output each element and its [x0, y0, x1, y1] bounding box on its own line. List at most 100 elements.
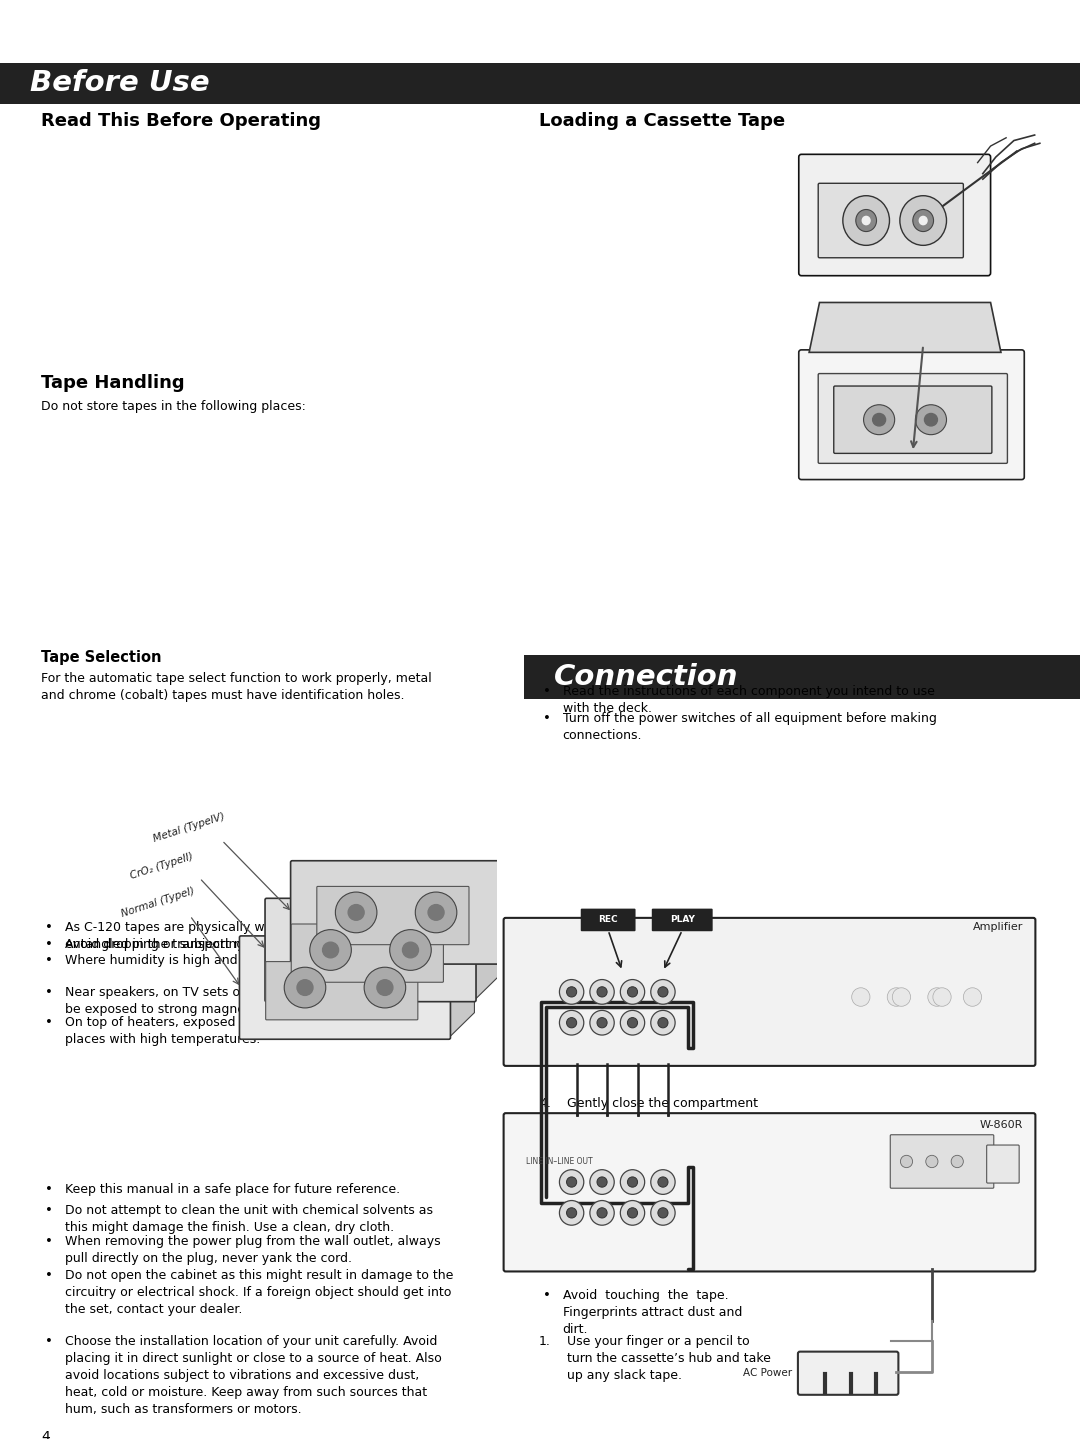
Text: Avoid  touching  the  tape.
Fingerprints attract dust and
dirt.: Avoid touching the tape. Fingerprints at… [563, 1289, 742, 1337]
Text: 1.: 1. [539, 1335, 551, 1348]
Text: 3.: 3. [539, 1137, 551, 1150]
Circle shape [620, 1200, 645, 1225]
Circle shape [862, 216, 870, 224]
FancyBboxPatch shape [799, 350, 1024, 479]
Text: As C-120 tapes are physically weak and could become
entangled in the transport m: As C-120 tapes are physically weak and c… [65, 921, 421, 951]
Circle shape [627, 1017, 637, 1027]
Text: Do not store tapes in the following places:: Do not store tapes in the following plac… [41, 400, 306, 413]
Circle shape [567, 987, 577, 997]
Circle shape [403, 943, 418, 958]
Text: •: • [45, 1183, 53, 1196]
Text: •: • [543, 1289, 551, 1302]
Text: •: • [543, 1197, 551, 1210]
Circle shape [590, 980, 615, 1004]
Text: Where humidity is high and in dirty, dusty places.: Where humidity is high and in dirty, dus… [65, 954, 377, 967]
Circle shape [873, 413, 886, 426]
Circle shape [559, 1200, 584, 1225]
Text: Do not attempt to clean the unit with chemical solvents as
this might damage the: Do not attempt to clean the unit with ch… [65, 1204, 433, 1235]
Text: 2.: 2. [539, 1232, 551, 1245]
FancyBboxPatch shape [987, 1145, 1020, 1183]
Text: Choose the installation location of your unit carefully. Avoid
placing it in dir: Choose the installation location of your… [65, 1335, 442, 1416]
Circle shape [627, 1177, 637, 1187]
FancyBboxPatch shape [292, 924, 444, 983]
Text: Keep this manual in a safe place for future reference.: Keep this manual in a safe place for fut… [65, 1183, 400, 1196]
Circle shape [627, 1207, 637, 1217]
Circle shape [323, 943, 338, 958]
Circle shape [428, 905, 444, 921]
Text: Read the instructions of each component you intend to use
with the deck.: Read the instructions of each component … [563, 685, 934, 715]
Circle shape [924, 413, 937, 426]
FancyBboxPatch shape [890, 1135, 994, 1189]
Bar [0, 63, 1080, 104]
Text: CrO₂ (TypeII): CrO₂ (TypeII) [130, 852, 194, 881]
Text: •: • [45, 1335, 53, 1348]
Circle shape [855, 210, 877, 232]
Text: Connection: Connection [554, 663, 739, 691]
Circle shape [559, 1010, 584, 1035]
Circle shape [658, 987, 669, 997]
Circle shape [951, 1156, 963, 1167]
Circle shape [900, 196, 946, 246]
Text: Do not open the cabinet as this might result in damage to the
circuitry or elect: Do not open the cabinet as this might re… [65, 1269, 454, 1317]
Text: Tape Selection: Tape Selection [41, 650, 162, 665]
FancyBboxPatch shape [799, 154, 990, 276]
Circle shape [913, 210, 933, 232]
Polygon shape [500, 837, 526, 963]
Text: Amplifier: Amplifier [973, 922, 1023, 932]
Circle shape [567, 1177, 577, 1187]
Text: •: • [45, 1235, 53, 1248]
Text: The cassette holder cannot be
opened  during  recording  or
playback.: The cassette holder cannot be opened dur… [563, 1197, 754, 1245]
Circle shape [416, 892, 457, 932]
FancyBboxPatch shape [581, 908, 635, 931]
Circle shape [597, 1017, 607, 1027]
FancyBboxPatch shape [503, 1114, 1036, 1272]
Circle shape [892, 987, 910, 1006]
FancyBboxPatch shape [503, 918, 1036, 1066]
Circle shape [651, 1170, 675, 1194]
FancyBboxPatch shape [265, 898, 476, 1002]
FancyBboxPatch shape [652, 908, 713, 931]
Circle shape [336, 892, 377, 932]
Text: Metal (TypeIV): Metal (TypeIV) [151, 812, 226, 843]
Text: Turn off the power switches of all equipment before making
connections.: Turn off the power switches of all equip… [563, 712, 936, 743]
Text: •: • [45, 1016, 53, 1029]
Circle shape [559, 1170, 584, 1194]
Circle shape [597, 1177, 607, 1187]
FancyBboxPatch shape [834, 386, 991, 453]
Circle shape [651, 1200, 675, 1225]
Circle shape [559, 980, 584, 1004]
Circle shape [390, 930, 431, 970]
FancyBboxPatch shape [240, 935, 450, 1039]
Circle shape [919, 216, 927, 224]
Text: Press the EJECT button to open
the compartment door.: Press the EJECT button to open the compa… [567, 1232, 761, 1262]
Text: On top of heaters, exposed to direct sunlight or in any other
places with high t: On top of heaters, exposed to direct sun… [65, 1016, 442, 1046]
Circle shape [310, 930, 351, 970]
Text: •: • [45, 1204, 53, 1217]
Text: •: • [45, 986, 53, 999]
Text: When removing the power plug from the wall outlet, always
pull directly on the p: When removing the power plug from the wa… [65, 1235, 441, 1265]
Text: W-860R: W-860R [980, 1121, 1023, 1131]
Text: LINE IN–LINE OUT: LINE IN–LINE OUT [526, 1157, 593, 1166]
Circle shape [597, 1207, 607, 1217]
Text: Tape Handling: Tape Handling [41, 374, 185, 393]
Circle shape [928, 987, 946, 1006]
Text: REC: REC [598, 915, 618, 924]
Circle shape [590, 1200, 615, 1225]
Text: Load the cassette tape with its
open edge facing down.: Load the cassette tape with its open edg… [567, 1137, 760, 1167]
FancyBboxPatch shape [819, 374, 1008, 463]
FancyBboxPatch shape [291, 861, 501, 964]
Circle shape [658, 1177, 669, 1187]
Text: •: • [45, 921, 53, 934]
Circle shape [651, 1010, 675, 1035]
Circle shape [852, 987, 870, 1006]
Circle shape [567, 1207, 577, 1217]
Text: 4: 4 [41, 1430, 50, 1439]
Circle shape [933, 987, 951, 1006]
Text: Normal (TypeI): Normal (TypeI) [120, 885, 195, 918]
Text: •: • [543, 685, 551, 698]
Circle shape [597, 987, 607, 997]
Circle shape [627, 987, 637, 997]
Polygon shape [809, 302, 1001, 353]
Text: Near speakers, on TV sets or amplifiers or where they would
be exposed to strong: Near speakers, on TV sets or amplifiers … [65, 986, 444, 1016]
Circle shape [364, 967, 406, 1007]
